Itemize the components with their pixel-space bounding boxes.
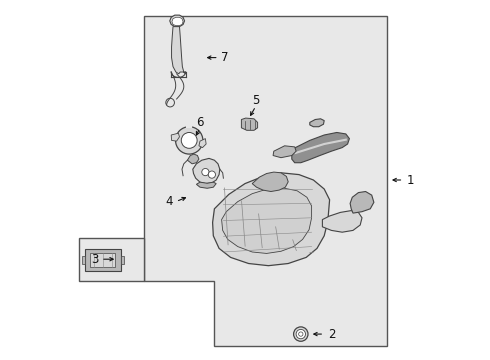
Polygon shape: [171, 133, 179, 141]
Polygon shape: [273, 146, 296, 158]
Text: 2: 2: [328, 328, 335, 341]
Circle shape: [181, 132, 197, 148]
Text: 4: 4: [166, 195, 173, 208]
Polygon shape: [196, 182, 216, 188]
Polygon shape: [242, 118, 258, 130]
Circle shape: [208, 171, 216, 178]
Polygon shape: [90, 253, 116, 267]
Text: 3: 3: [91, 253, 98, 266]
Polygon shape: [193, 158, 220, 184]
Circle shape: [294, 327, 308, 341]
Text: 1: 1: [407, 174, 415, 186]
Polygon shape: [213, 173, 330, 266]
Text: 7: 7: [221, 51, 229, 64]
Circle shape: [298, 332, 303, 336]
Circle shape: [202, 168, 209, 176]
Circle shape: [175, 127, 203, 154]
Polygon shape: [144, 16, 387, 346]
Polygon shape: [292, 132, 349, 163]
Polygon shape: [350, 192, 374, 213]
Polygon shape: [82, 256, 85, 264]
Polygon shape: [172, 17, 183, 26]
Polygon shape: [79, 238, 144, 281]
Text: 5: 5: [252, 94, 260, 107]
Circle shape: [296, 329, 305, 339]
Polygon shape: [170, 15, 185, 27]
Polygon shape: [221, 188, 312, 253]
Polygon shape: [121, 256, 123, 264]
Polygon shape: [322, 211, 362, 232]
Polygon shape: [199, 139, 206, 148]
Polygon shape: [187, 154, 199, 164]
Polygon shape: [252, 172, 288, 192]
FancyBboxPatch shape: [85, 249, 121, 271]
Polygon shape: [310, 119, 324, 127]
Polygon shape: [172, 27, 186, 74]
Text: 6: 6: [196, 116, 204, 129]
